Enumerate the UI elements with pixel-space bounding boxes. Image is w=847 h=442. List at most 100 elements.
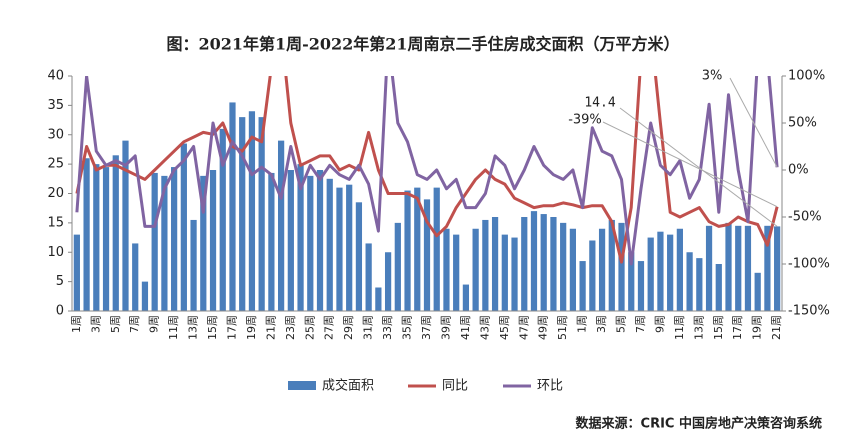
bar [190, 219, 197, 311]
x-tick-label: 5周 [615, 315, 628, 333]
bar [774, 226, 781, 311]
leader-line [619, 107, 778, 227]
bar [200, 175, 207, 311]
data-label: 14.4 [584, 96, 615, 111]
bar [404, 190, 411, 311]
bar [258, 117, 265, 311]
bar [180, 143, 187, 311]
x-tick-label: 17周 [225, 315, 238, 340]
bar [530, 211, 538, 311]
bar [277, 140, 285, 311]
bar [657, 231, 664, 311]
bar [715, 264, 722, 311]
leader-line [602, 121, 778, 208]
x-tick-label: 13周 [187, 315, 200, 340]
y2-tick-label: -50% [788, 210, 822, 225]
bar [384, 252, 392, 311]
y2-tick-label: 100% [788, 69, 825, 84]
x-tick-label: 5周 [109, 315, 122, 333]
x-tick-label: 21周 [770, 315, 783, 340]
bar [248, 111, 256, 311]
bar [598, 228, 606, 311]
bar [754, 272, 761, 311]
bar [83, 158, 90, 311]
plot-area [73, 76, 781, 311]
bar [482, 219, 489, 311]
x-tick-label: 17周 [731, 315, 744, 340]
bar [705, 225, 713, 311]
y-tick-label: 40 [47, 69, 64, 84]
bar [307, 175, 314, 311]
x-tick-label: 19周 [245, 315, 258, 340]
bar [686, 252, 693, 311]
chart-title: 图：2021年第1周-2022年第21周南京二手住房成交面积（万平方米） [166, 35, 679, 54]
y2-tick-label: 0% [788, 163, 809, 178]
legend-swatch [288, 381, 316, 390]
y-tick-label: 30 [47, 127, 64, 142]
x-tick-label: 39周 [439, 315, 452, 340]
x-tick-label: 35周 [401, 315, 414, 340]
y-tick-label: 0 [56, 304, 64, 319]
bar [569, 228, 577, 311]
x-tick-label: 49周 [537, 315, 550, 340]
bar [171, 167, 178, 311]
bar [102, 167, 110, 311]
bar [696, 258, 703, 311]
x-tick-label: 31周 [362, 315, 375, 340]
bar [579, 261, 586, 311]
x-tick-label: 11周 [167, 315, 180, 340]
x-tick-label: 1周 [576, 315, 589, 333]
bar [560, 222, 567, 311]
bar [375, 287, 382, 311]
bar [161, 175, 168, 311]
x-tick-label: 29周 [342, 315, 355, 340]
x-tick-label: 9周 [148, 315, 161, 333]
bar [443, 228, 450, 311]
bar [336, 187, 343, 311]
bar [122, 140, 129, 311]
bar [297, 164, 304, 311]
x-tick-label: 15周 [712, 315, 725, 340]
bar [725, 222, 732, 311]
x-tick-label: 51周 [556, 315, 569, 340]
bar [735, 225, 742, 311]
x-tick-label: 43周 [478, 315, 491, 340]
data-label: 3% [702, 69, 723, 84]
bar [521, 217, 528, 311]
bar [209, 170, 217, 311]
bar [676, 228, 683, 311]
x-tick-label: 9周 [653, 315, 666, 333]
y2-tick-label: -100% [788, 257, 830, 272]
bar [550, 217, 557, 311]
bar [744, 225, 752, 311]
bar [540, 214, 547, 311]
line-series [75, 76, 779, 264]
y-tick-label: 15 [47, 215, 64, 230]
source-note: 数据来源：CRIC 中国房地产决策咨询系统 [576, 416, 822, 432]
bar [764, 225, 771, 311]
x-tick-label: 23周 [284, 315, 297, 340]
bar [112, 155, 119, 311]
bar [132, 243, 139, 311]
data-label: -39% [568, 113, 602, 128]
bar [628, 252, 635, 311]
bar [229, 102, 236, 311]
bar [268, 172, 275, 311]
bar [93, 164, 100, 311]
legend-label: 成交面积 [322, 378, 374, 394]
x-tick-label: 33周 [381, 315, 394, 340]
y2-tick-label: 50% [788, 116, 817, 131]
bar [453, 234, 460, 311]
bar [608, 219, 615, 311]
bar [141, 281, 149, 311]
bar [239, 117, 246, 311]
bar [316, 170, 324, 311]
x-tick-label: 47周 [517, 315, 530, 340]
bar [462, 284, 470, 311]
x-tick-label: 11周 [673, 315, 686, 340]
bar [637, 261, 645, 311]
bar [472, 228, 479, 311]
bar [589, 240, 596, 311]
bar [414, 187, 421, 311]
x-tick-label: 13周 [692, 315, 705, 340]
